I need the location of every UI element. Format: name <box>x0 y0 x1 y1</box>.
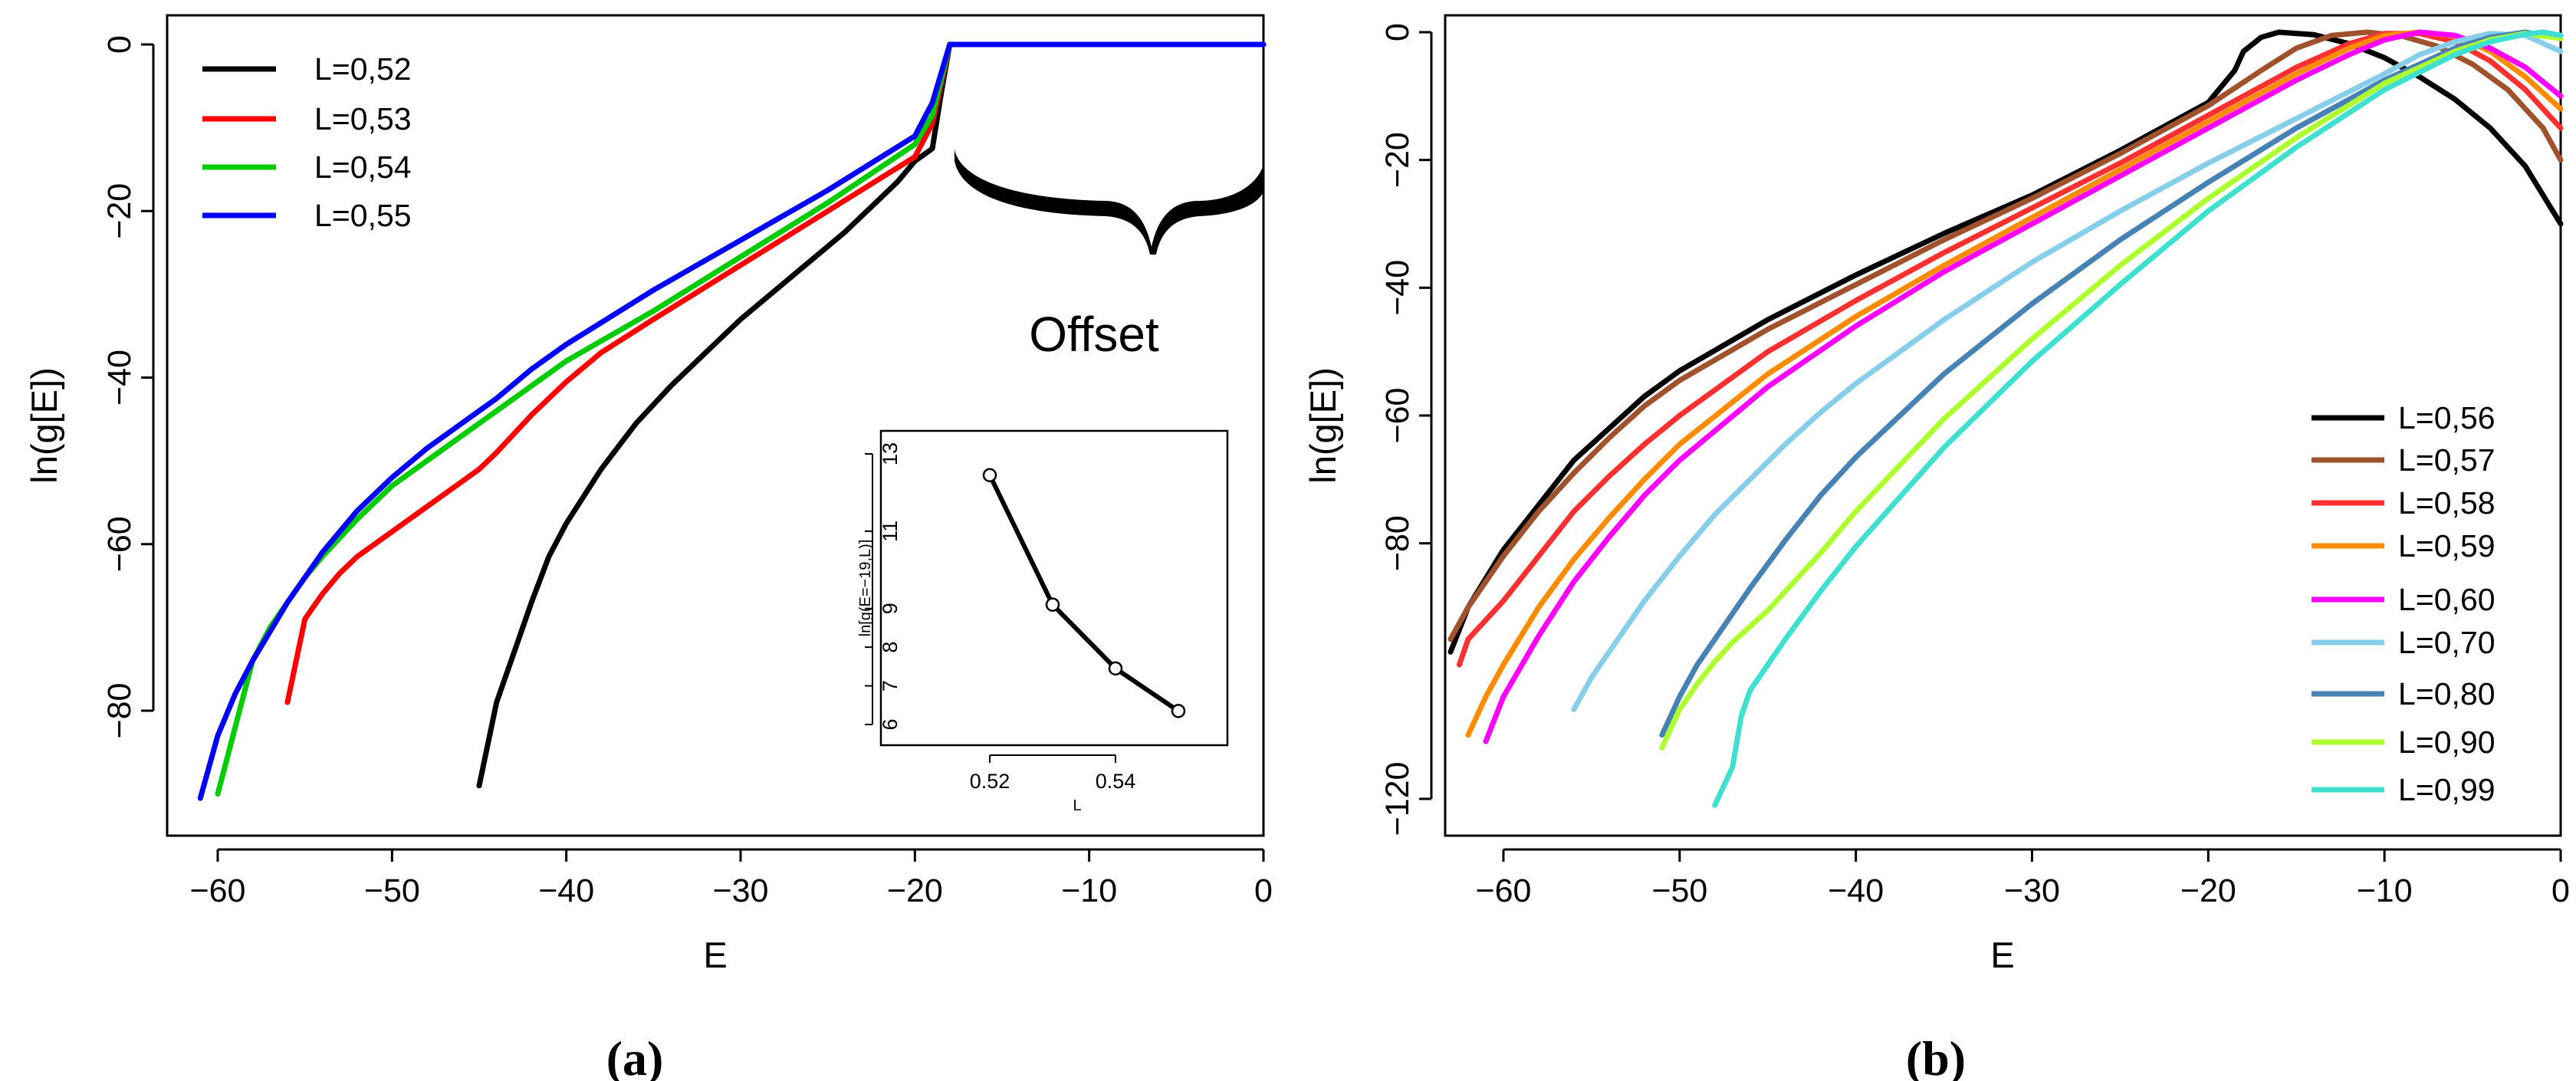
y-tick-label: 0 <box>1379 23 1416 41</box>
offset-brace-icon <box>955 150 1263 255</box>
y-tick-label: −20 <box>1379 132 1416 188</box>
panel-b-x-axis: −60 −50 −40 −30 −20 −10 0 <box>1476 848 2570 909</box>
panel-a-label: (a) <box>606 1031 664 1081</box>
series-line-L055 <box>197 41 1267 801</box>
x-tick-label: 0 <box>1254 872 1273 909</box>
panel-a-y-axis: 0 −20 −40 −60 −80 <box>101 35 155 739</box>
panel-b-x-label: E <box>1990 935 2014 975</box>
x-tick-label: −30 <box>713 872 769 909</box>
inset-axes: 0.52 0.54 6 7 8 9 11 13 <box>865 442 1135 793</box>
legend-label-L053: L=0,53 <box>314 101 412 136</box>
legend-label-L090: L=0,90 <box>2398 724 2496 760</box>
series-line-L099 <box>1712 29 2564 808</box>
inset-chart: 0.52 0.54 6 7 8 9 11 13 L ln[g(E=−19,L)] <box>857 429 1229 814</box>
y-tick-label: −120 <box>1379 762 1416 836</box>
x-tick-label: −10 <box>1061 872 1117 909</box>
legend-label-L056: L=0,56 <box>2398 400 2496 435</box>
legend-label-L099: L=0,99 <box>2398 772 2496 807</box>
x-tick-label: −30 <box>2004 872 2060 909</box>
series-line-L060 <box>1483 29 2564 744</box>
panel-b: −60 −50 −40 −30 −20 −10 0 0−20−40−60−80−120 E … <box>1303 14 2570 1081</box>
series-line-L053 <box>284 41 1267 705</box>
series-line-L090 <box>1659 31 2564 751</box>
panel-b-y-label: ln(g[E]) <box>1303 367 1343 484</box>
x-tick-label: −20 <box>2180 872 2236 909</box>
y-tick-label: −80 <box>1379 515 1416 571</box>
y-tick-label: 0 <box>101 35 138 54</box>
inset-y-tick-label: 8 <box>879 642 902 653</box>
x-tick-label: −60 <box>1476 872 1532 909</box>
inset-point <box>982 468 997 482</box>
series-line-L070 <box>1571 31 2564 712</box>
inset-y-label: ln[g(E=−19,L)] <box>857 540 874 637</box>
series-line-L058 <box>1457 31 2564 668</box>
y-tick-label: −60 <box>101 516 138 572</box>
panel-b-series-lines <box>1447 29 2564 808</box>
inset-point <box>1171 704 1186 718</box>
series-line-L052 <box>476 41 1267 789</box>
series-line-L080 <box>1659 29 2564 738</box>
panel-a: −60 −50 −40 −30 −20 −10 0 0 −20 −40 −60 −80 E ln(g… <box>24 14 1273 1081</box>
x-tick-label: −20 <box>887 872 943 909</box>
panel-a-series-lines <box>197 41 1267 801</box>
series-line-L057 <box>1447 29 2564 642</box>
inset-point <box>1045 597 1060 612</box>
panel-a-plot-frame <box>166 14 1265 837</box>
inset-point <box>1108 661 1123 676</box>
x-tick-label: 0 <box>2551 872 2570 909</box>
inset-y-tick-label: 6 <box>879 718 902 730</box>
panel-a-y-label: ln(g[E]) <box>24 367 64 484</box>
y-tick-label: −80 <box>101 683 138 739</box>
y-tick-label: −60 <box>1379 388 1416 444</box>
y-tick-label: −40 <box>101 350 138 406</box>
x-tick-label: −60 <box>190 872 246 909</box>
x-tick-label: −10 <box>2357 872 2413 909</box>
x-tick-label: −50 <box>1651 872 1707 909</box>
inset-series-line <box>987 474 1180 713</box>
legend-label-L054: L=0,54 <box>314 150 412 185</box>
legend-label-L070: L=0,70 <box>2398 625 2496 660</box>
inset-frame <box>879 429 1229 747</box>
inset-y-tick-label: 7 <box>879 680 902 692</box>
x-tick-label: −40 <box>538 872 594 909</box>
x-tick-label: −50 <box>364 872 420 909</box>
inset-y-tick-label: 11 <box>879 521 902 542</box>
legend-label-L055: L=0,55 <box>314 198 412 233</box>
legend-label-L060: L=0,60 <box>2398 582 2496 617</box>
inset-y-tick-label: 9 <box>879 603 902 614</box>
panel-b-y-axis: 0 −20 −40 −60 −80 −120 <box>1379 23 1433 836</box>
panel-b-plot-frame <box>1444 14 2562 837</box>
offset-annotation: Offset <box>1029 307 1159 362</box>
inset-points <box>982 468 1186 718</box>
panel-a-legend: L=0,52 L=0,53 L=0,54 L=0,55 <box>202 51 412 233</box>
legend-label-L058: L=0,58 <box>2398 485 2496 521</box>
inset-x-tick-label: 0.52 <box>970 770 1010 793</box>
legend-label-L057: L=0,57 <box>2398 442 2496 478</box>
inset-x-tick-label: 0.54 <box>1096 770 1136 793</box>
panel-a-x-label: E <box>703 935 727 975</box>
series-line-L059 <box>1465 29 2564 738</box>
y-tick-label: −40 <box>1379 260 1416 316</box>
legend-label-L059: L=0,59 <box>2398 528 2496 564</box>
legend-label-L080: L=0,80 <box>2398 676 2496 711</box>
panel-b-label: (b) <box>1906 1031 1966 1081</box>
panel-a-x-axis: −60 −50 −40 −30 −20 −10 0 <box>190 848 1273 909</box>
inset-y-tick-label: 13 <box>879 442 902 465</box>
x-tick-label: −40 <box>1828 872 1884 909</box>
panel-b-legend: L=0,56 L=0,57 L=0,58 L=0,59 L=0,60 L=0,7… <box>2312 400 2496 807</box>
legend-label-L052: L=0,52 <box>314 51 412 87</box>
inset-x-label: L <box>1073 797 1081 814</box>
series-line-L056 <box>1447 29 2564 655</box>
y-tick-label: −20 <box>101 183 138 239</box>
